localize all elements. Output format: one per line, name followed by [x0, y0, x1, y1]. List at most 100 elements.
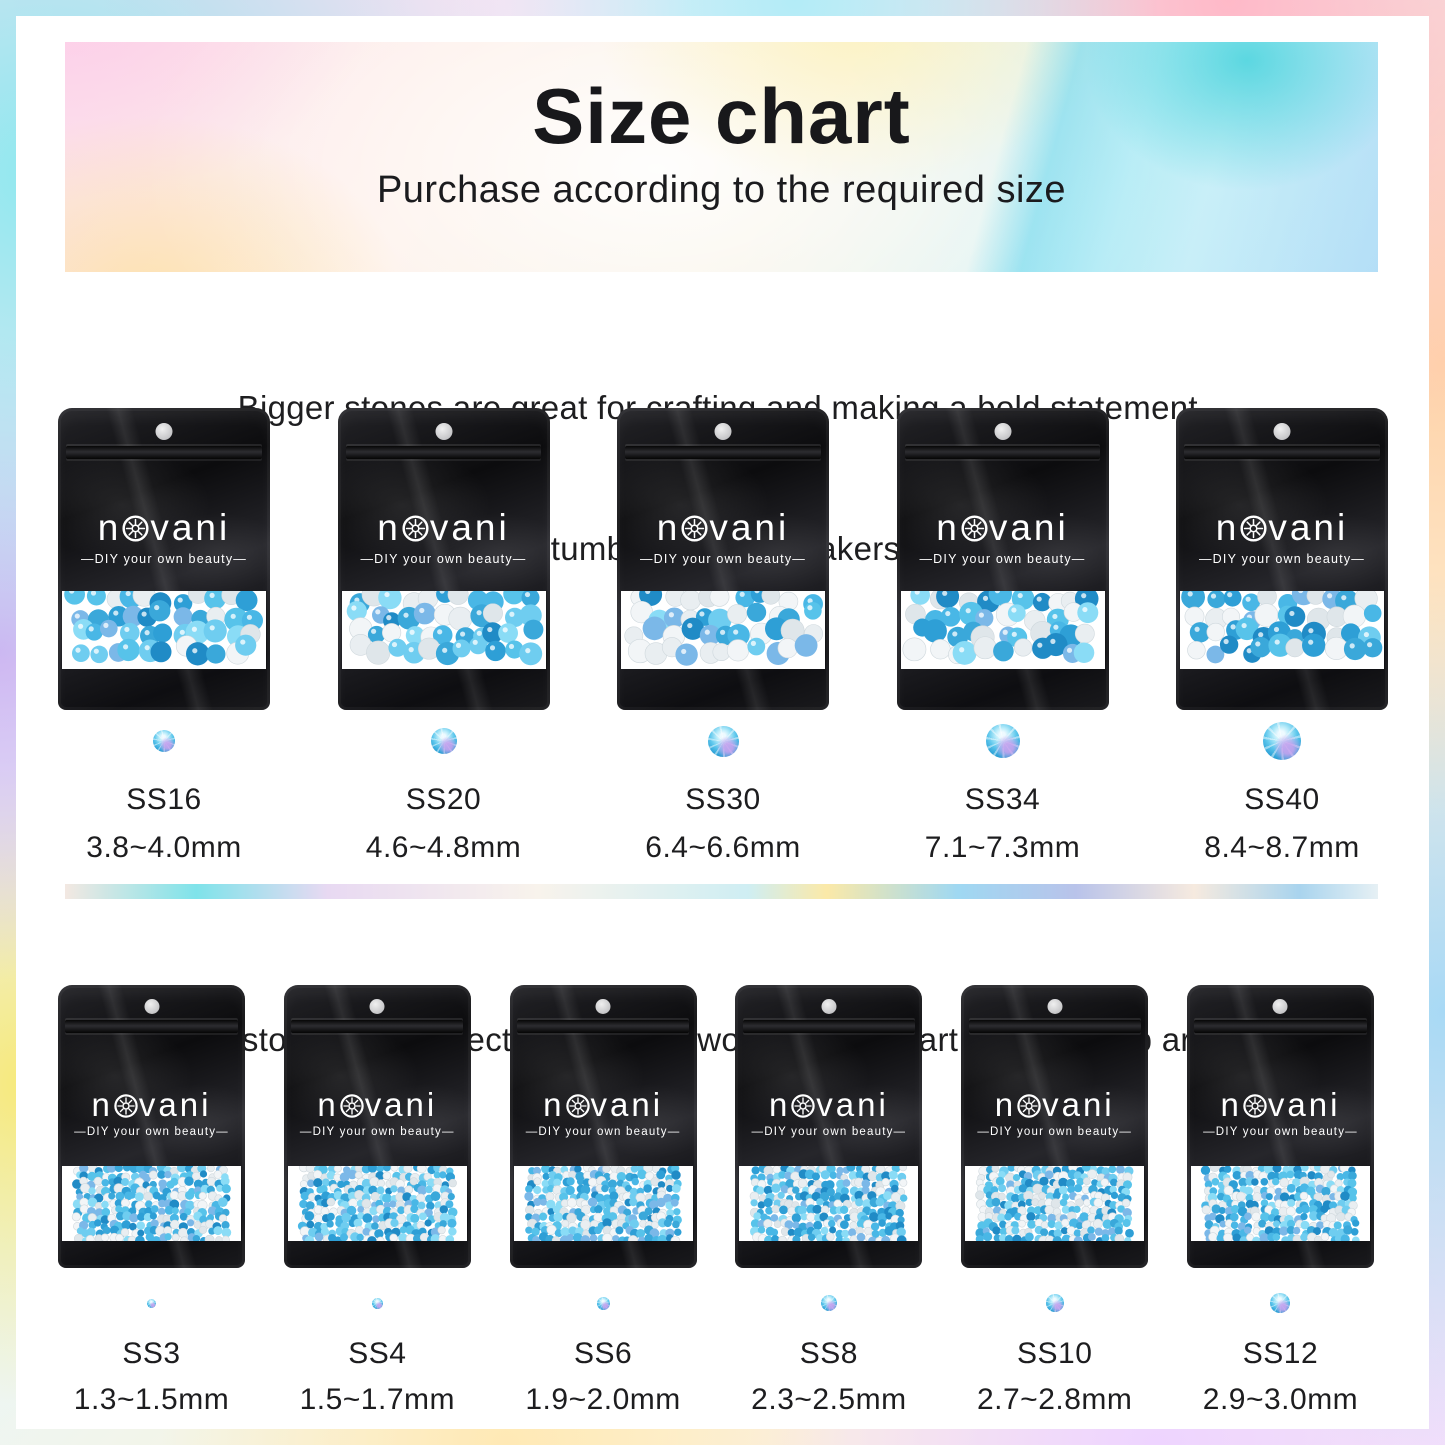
gem-icon	[681, 515, 708, 542]
rhinestone-dot-icon	[147, 1298, 156, 1308]
brand-suffix: vani	[988, 506, 1069, 548]
gem-icon	[565, 1094, 590, 1118]
brand-suffix: vani	[1267, 1085, 1341, 1123]
stone-sample	[596, 1268, 610, 1338]
size-range-label: 1.5~1.7mm	[299, 1383, 455, 1416]
rhinestones-photo	[346, 590, 543, 665]
brand-prefix: n	[1220, 1085, 1242, 1123]
brand-prefix: n	[994, 1085, 1017, 1123]
brand-prefix: n	[91, 1085, 113, 1123]
rhinestones-photo	[1200, 1166, 1360, 1242]
gem-icon	[1017, 1094, 1041, 1118]
zip-seal	[625, 445, 821, 459]
rhinestones-photo	[297, 1166, 458, 1242]
size-code-label: SS10	[1016, 1337, 1093, 1370]
hang-hole	[595, 999, 611, 1015]
size-code-label: SS20	[405, 783, 482, 816]
hang-hole	[144, 999, 159, 1015]
size-range-label: 7.1~7.3mm	[924, 831, 1081, 864]
rhinestones-photo	[975, 1166, 1135, 1242]
rhinestones-photo	[750, 1166, 908, 1242]
gem-icon	[122, 515, 149, 542]
brand-logo: n vani —DIY your own beauty—	[510, 1085, 697, 1138]
size-code-label: SS12	[1242, 1337, 1319, 1370]
brand-logo: n vani —DIY your own beauty—	[1187, 1085, 1374, 1138]
product-item: n vani —DIY your own beauty— SS12 2.9~3.0…	[1186, 985, 1374, 1416]
size-range-label: 4.6~4.8mm	[365, 831, 522, 864]
product-bag: n vani —DIY your own beauty—	[509, 985, 697, 1268]
brand-tagline: —DIY your own beauty—	[80, 551, 247, 566]
stone-sample	[430, 710, 457, 772]
brand-suffix: vani	[429, 506, 510, 548]
product-bag: n vani —DIY your own beauty—	[1176, 408, 1388, 710]
brand-tagline: —DIY your own beauty—	[1198, 551, 1365, 566]
brand-tagline: —DIY your own beauty—	[360, 551, 527, 566]
page-title: Size chart	[532, 72, 911, 160]
brand-logo: n vani —DIY your own beauty—	[284, 1086, 471, 1138]
brand-logo: n vani —DIY your own beauty—	[897, 506, 1109, 566]
brand-logo: n vani —DIY your own beauty—	[617, 507, 829, 566]
product-row-bigger: n vani —DIY your own beauty— SS16 3.8~4.0…	[58, 408, 1388, 864]
hang-hole	[1273, 423, 1291, 441]
rhinestones-photo	[523, 1166, 682, 1242]
size-code-label: SS3	[122, 1337, 181, 1370]
brand-prefix: n	[377, 506, 401, 548]
product-bag: n vani —DIY your own beauty—	[58, 985, 245, 1268]
stone-sample	[147, 1268, 156, 1338]
brand-name: n vani	[897, 506, 1109, 548]
brand-tagline: —DIY your own beauty—	[299, 1125, 455, 1138]
product-item: n vani —DIY your own beauty— SS4 1.5~1.7m…	[283, 985, 471, 1416]
gem-icon	[114, 1094, 138, 1118]
bag-window	[900, 590, 1105, 670]
size-range-label: 2.3~2.5mm	[751, 1383, 907, 1416]
bag-window	[341, 590, 546, 670]
rhinestone-dot-icon	[430, 728, 457, 754]
brand-tagline: —DIY your own beauty—	[639, 551, 806, 566]
bag-window	[513, 1166, 693, 1242]
product-row-smaller: n vani —DIY your own beauty— SS3 1.3~1.5m…	[58, 985, 1374, 1416]
zip-seal	[66, 445, 262, 459]
hang-hole	[435, 423, 452, 441]
brand-logo: n vani —DIY your own beauty—	[1176, 506, 1388, 566]
brand-name: n vani	[617, 507, 829, 548]
brand-name: n vani	[58, 507, 270, 548]
product-bag: n vani —DIY your own beauty—	[896, 408, 1109, 710]
hang-hole	[994, 423, 1011, 441]
header-banner: Size chart Purchase according to the req…	[65, 42, 1378, 272]
stone-sample	[820, 1268, 837, 1338]
bag-window	[62, 1166, 241, 1242]
zip-seal	[65, 1020, 238, 1034]
stone-sample	[985, 710, 1020, 772]
stone-sample	[371, 1268, 383, 1338]
bag-window	[621, 590, 825, 670]
hang-hole	[821, 999, 837, 1015]
gem-icon	[961, 515, 988, 542]
stone-sample	[1263, 710, 1301, 772]
hang-hole	[369, 999, 385, 1015]
product-bag: n vani —DIY your own beauty—	[337, 408, 550, 710]
product-bag: n vani —DIY your own beauty—	[617, 408, 829, 710]
product-item: n vani —DIY your own beauty— SS30 6.4~6.6…	[617, 408, 829, 864]
size-code-label: SS40	[1244, 783, 1320, 816]
bag-window	[1190, 1166, 1370, 1242]
product-bag: n vani —DIY your own beauty—	[961, 985, 1149, 1268]
rhinestone-dot-icon	[1045, 1294, 1064, 1312]
rhinestone-dot-icon	[371, 1297, 383, 1309]
brand-suffix: vani	[590, 1085, 664, 1123]
product-item: n vani —DIY your own beauty— SS3 1.3~1.5m…	[58, 985, 245, 1416]
hang-hole	[1047, 999, 1063, 1015]
rhinestones-photo	[901, 590, 1098, 665]
brand-name: n vani	[338, 506, 550, 548]
brand-logo: n vani —DIY your own beauty—	[338, 506, 550, 566]
gem-icon	[1240, 515, 1267, 542]
size-range-label: 6.4~6.6mm	[645, 831, 801, 864]
brand-suffix: vani	[1268, 506, 1349, 548]
product-item: n vani —DIY your own beauty— SS20 4.6~4.8…	[337, 408, 550, 864]
product-item: n vani —DIY your own beauty— SS40 8.4~8.7…	[1176, 408, 1388, 864]
zip-seal	[742, 1020, 915, 1034]
rhinestone-dot-icon	[985, 724, 1020, 758]
bag-window	[62, 590, 266, 670]
brand-tagline: —DIY your own beauty—	[525, 1125, 681, 1138]
rhinestones-photo	[64, 590, 263, 666]
